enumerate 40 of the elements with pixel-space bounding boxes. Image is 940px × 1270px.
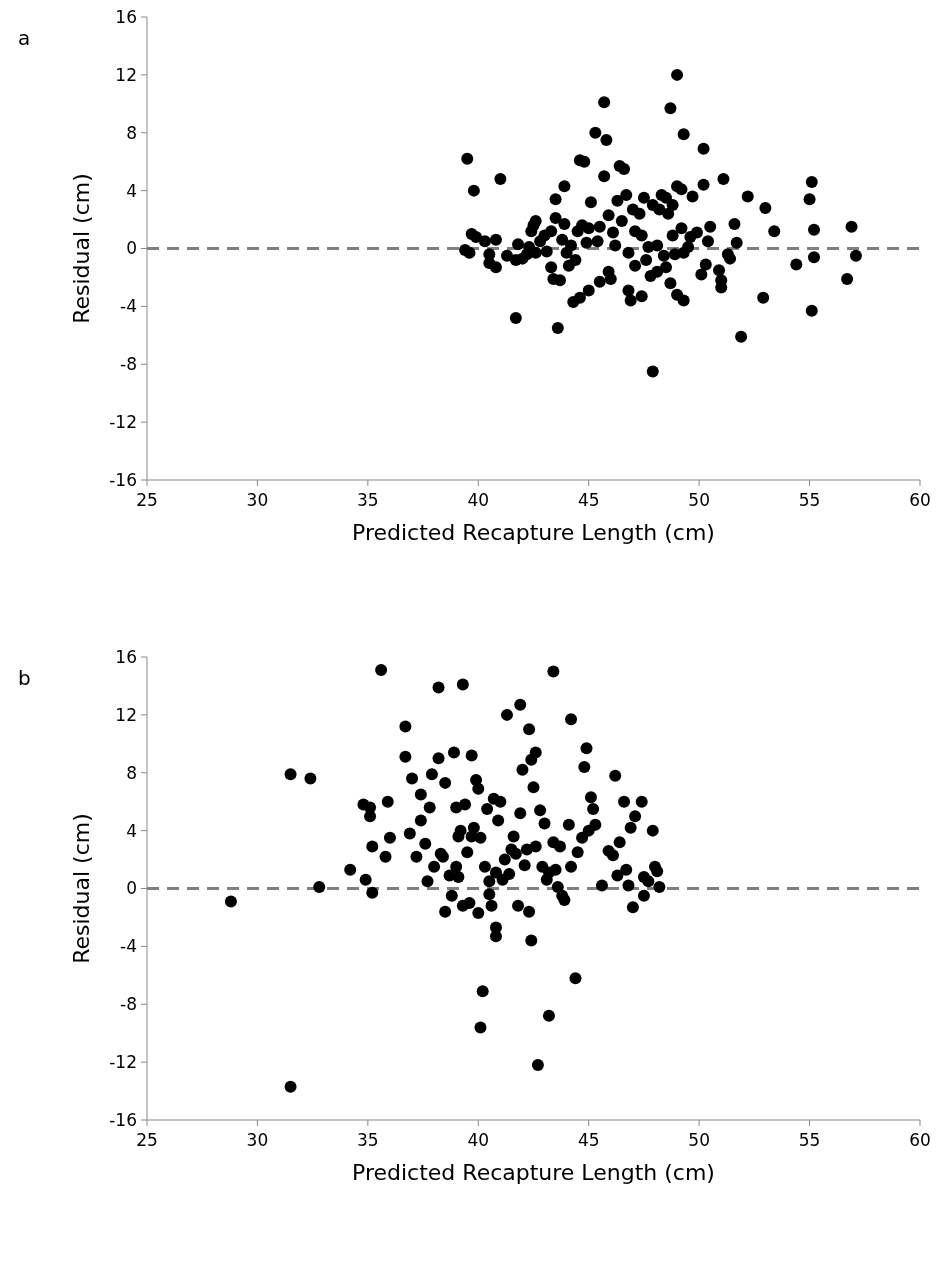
x-tick-label: 55 bbox=[798, 490, 821, 510]
y-axis-title: Residual (cm) bbox=[69, 813, 94, 964]
x-tick-label: 30 bbox=[246, 1130, 269, 1150]
y-tick-label: -8 bbox=[120, 354, 137, 375]
y-tick-label: -4 bbox=[120, 296, 137, 317]
x-axis-title: Predicted Recapture Length (cm) bbox=[352, 1160, 715, 1185]
y-tick-label: 16 bbox=[115, 646, 137, 667]
y-tick-label: 0 bbox=[126, 238, 137, 259]
x-tick-label: 35 bbox=[357, 490, 379, 510]
y-tick-label: 8 bbox=[126, 122, 137, 143]
y-tick-label: 12 bbox=[115, 64, 137, 85]
y-tick-label: 16 bbox=[115, 6, 137, 27]
y-tick-label: -4 bbox=[120, 936, 137, 957]
y-tick-label: -12 bbox=[109, 412, 137, 433]
y-tick-label: 0 bbox=[126, 878, 137, 899]
x-tick-label: 60 bbox=[909, 1130, 931, 1150]
y-tick-label: -12 bbox=[109, 1052, 137, 1073]
x-tick-label: 45 bbox=[577, 490, 600, 510]
text: a bbox=[18, 26, 31, 50]
y-tick-label: -16 bbox=[109, 1109, 137, 1130]
x-tick-label: 50 bbox=[688, 1130, 710, 1150]
x-tick-label: 45 bbox=[577, 1130, 600, 1150]
x-tick-label: 35 bbox=[357, 1130, 379, 1150]
x-tick-label: 50 bbox=[688, 490, 710, 510]
x-tick-label: 25 bbox=[136, 490, 158, 510]
x-tick-label: 55 bbox=[798, 1130, 821, 1150]
x-tick-label: 60 bbox=[909, 490, 931, 510]
x-axis-title: Predicted Recapture Length (cm) bbox=[352, 520, 715, 545]
y-tick-label: -8 bbox=[120, 994, 137, 1015]
y-tick-label: 4 bbox=[126, 180, 137, 201]
y-tick-label: -16 bbox=[109, 469, 137, 490]
x-tick-label: 30 bbox=[246, 490, 269, 510]
x-tick-label: 25 bbox=[136, 1130, 158, 1150]
x-tick-label: 40 bbox=[467, 1130, 490, 1150]
x-tick-label: 40 bbox=[467, 490, 490, 510]
y-tick-label: 12 bbox=[115, 704, 137, 725]
text: b bbox=[18, 666, 31, 690]
y-tick-label: 4 bbox=[126, 820, 137, 841]
y-tick-label: 8 bbox=[126, 762, 137, 783]
y-axis-title: Residual (cm) bbox=[69, 173, 94, 324]
